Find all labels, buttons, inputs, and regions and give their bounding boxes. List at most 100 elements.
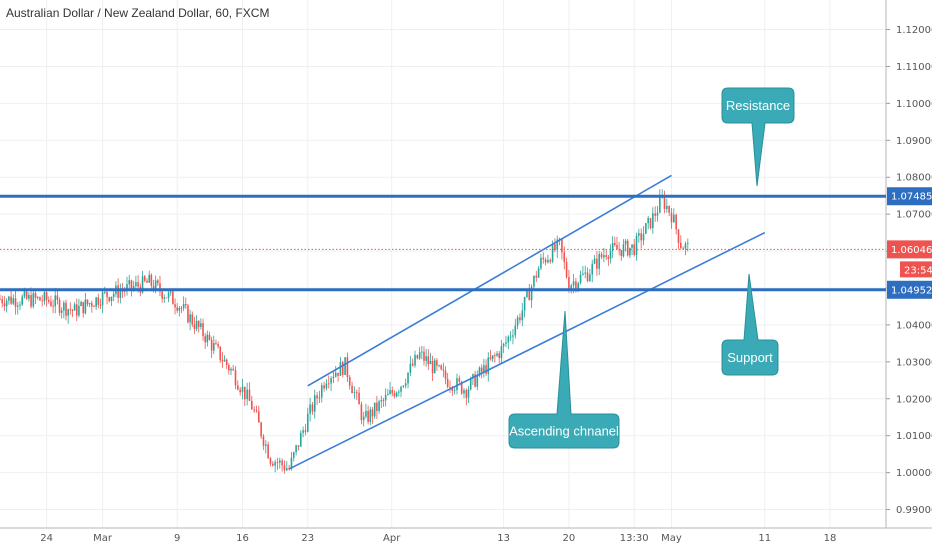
candle-body [395,392,398,397]
resistance-price-badge [887,187,932,206]
candle-body [16,305,19,307]
candle-body [365,410,367,417]
candle-body [465,390,468,398]
candle-body [380,400,383,402]
support-price-badge [887,280,932,299]
candle-body [449,387,451,388]
candle-body [502,343,505,347]
candle-body [330,378,332,384]
candle-body [174,304,176,308]
candle-body [376,402,378,411]
candle-body [373,402,376,417]
candle-body [56,295,59,300]
countdown-badge [900,261,932,278]
resistance-callout-text: Resistance [726,98,790,113]
y-tick-label: 1.02000 [896,394,932,405]
candle-body [487,357,490,374]
candle-body [239,389,241,393]
candle-body [290,457,293,469]
resistance-callout[interactable] [721,87,795,187]
candle-body [246,389,248,400]
candle-body [208,334,211,340]
channel-lower-line[interactable] [288,231,766,470]
candle-body [189,314,191,323]
candle-body [494,355,496,357]
ascending-channel-callout[interactable] [508,310,620,449]
candle-body [500,346,503,359]
candle-body [367,410,369,422]
candle-body [556,239,559,251]
candle-body [436,360,438,366]
chart-title: Australian Dollar / New Zealand Dollar, … [6,6,270,20]
candle-body [320,385,323,398]
candle-body [215,343,217,345]
candle-body [258,411,260,423]
candle-body [521,310,524,321]
resistance-price-label: 1.07485 [891,192,932,203]
candle-body [485,365,487,374]
candle-body [533,275,535,287]
candle-body [509,336,512,338]
candle-body [262,436,265,446]
candle-body [323,385,325,389]
y-tick-label: 1.12000 [896,25,932,36]
candle-body [670,212,673,223]
x-tick-label: 13 [497,533,510,544]
candle-body [161,291,163,299]
candle-body [654,213,656,216]
candle-body [332,376,335,379]
candle-body [5,300,8,307]
candle-body [152,285,155,291]
candle-body [519,317,521,321]
candle-body [467,389,470,398]
y-tick-label: 1.07000 [896,210,932,221]
candle-body [221,360,224,362]
candle-body [535,275,538,278]
candle-body [344,357,346,375]
candle-body [195,320,198,329]
candle-body [362,416,365,421]
x-tick-label: 11 [758,533,771,544]
candle-body [69,309,72,311]
candle-body [54,295,57,307]
candle-body [230,368,232,371]
candle-body [682,247,684,249]
candle-body [512,335,514,337]
support-callout[interactable] [721,273,779,376]
candle-body [65,302,67,316]
candle-body [635,235,638,255]
candle-body [640,233,642,241]
x-tick-label: 9 [174,533,180,544]
candle-body [582,273,584,275]
candle-body [561,238,563,253]
support-price-label: 1.04952 [891,285,932,296]
candle-body [593,258,596,264]
channel-upper-line[interactable] [307,174,672,387]
candle-body [348,377,351,386]
y-tick-label: 1.03000 [896,357,932,368]
candle-body [112,293,115,297]
candle-body [480,367,483,372]
candle-body [52,305,54,307]
candle-body [223,359,226,362]
candle-body [624,240,627,245]
candle-body [631,244,633,248]
candle-body [267,444,269,459]
candle-body [253,409,255,411]
candle-body [456,378,458,391]
candle-body [605,255,608,258]
candle-body [547,259,549,263]
candle-body [325,383,328,389]
candle-body [210,339,213,351]
candle-body [297,445,300,447]
candle-body [82,301,85,314]
candle-body [302,430,304,433]
candle-body [141,276,144,293]
candle-body [12,298,15,304]
candle-body [39,297,41,301]
candle-body [663,195,666,209]
candle-body [80,301,82,306]
candle-body [421,351,423,353]
